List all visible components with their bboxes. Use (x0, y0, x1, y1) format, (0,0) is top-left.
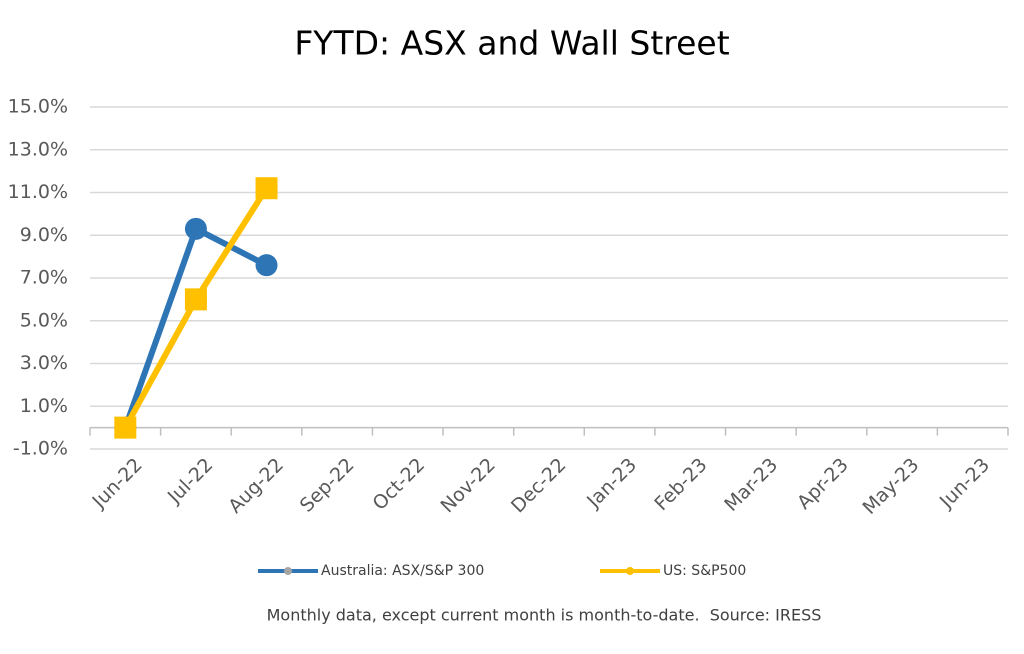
y-tick-label: 9.0% (20, 224, 68, 246)
legend-label: US: S&P500 (663, 563, 746, 579)
x-tick-label: Apr-23 (793, 454, 853, 514)
y-tick-label: 5.0% (20, 309, 68, 331)
y-tick-label: 13.0% (8, 138, 68, 160)
marker (184, 288, 207, 311)
y-tick-label: -1.0% (13, 438, 68, 460)
x-tick-label: Jan-23 (582, 454, 641, 513)
chart-title: FYTD: ASX and Wall Street (294, 24, 729, 63)
legend-marker (284, 567, 292, 575)
legend-label: Australia: ASX/S&P 300 (321, 563, 484, 579)
marker (184, 217, 207, 240)
y-tick-label: 3.0% (20, 352, 68, 374)
x-tick-label: Dec-22 (507, 454, 571, 518)
x-tick-label: May-23 (858, 454, 923, 519)
x-tick-label: Nov-22 (436, 454, 499, 517)
y-tick-label: 15.0% (8, 96, 68, 118)
x-tick-label: Jun-22 (88, 454, 147, 513)
x-tick-label: Mar-23 (720, 454, 782, 516)
footnote: Monthly data, except current month is mo… (267, 606, 822, 625)
x-tick-label: Sep-22 (296, 454, 359, 517)
marker (114, 416, 137, 439)
legend-marker (626, 567, 634, 575)
x-tick-label: Jul-22 (163, 454, 217, 508)
series-line (122, 225, 268, 429)
x-tick-label: Oct-22 (368, 454, 429, 515)
y-tick-label: 7.0% (20, 267, 68, 289)
x-tick-label: Feb-23 (650, 454, 711, 515)
x-tick-label: Aug-22 (224, 454, 288, 518)
y-tick-label: 11.0% (8, 181, 68, 203)
marker (255, 177, 278, 200)
y-tick-label: 1.0% (20, 395, 68, 417)
marker (255, 254, 278, 277)
x-tick-label: Jun-23 (935, 454, 994, 513)
